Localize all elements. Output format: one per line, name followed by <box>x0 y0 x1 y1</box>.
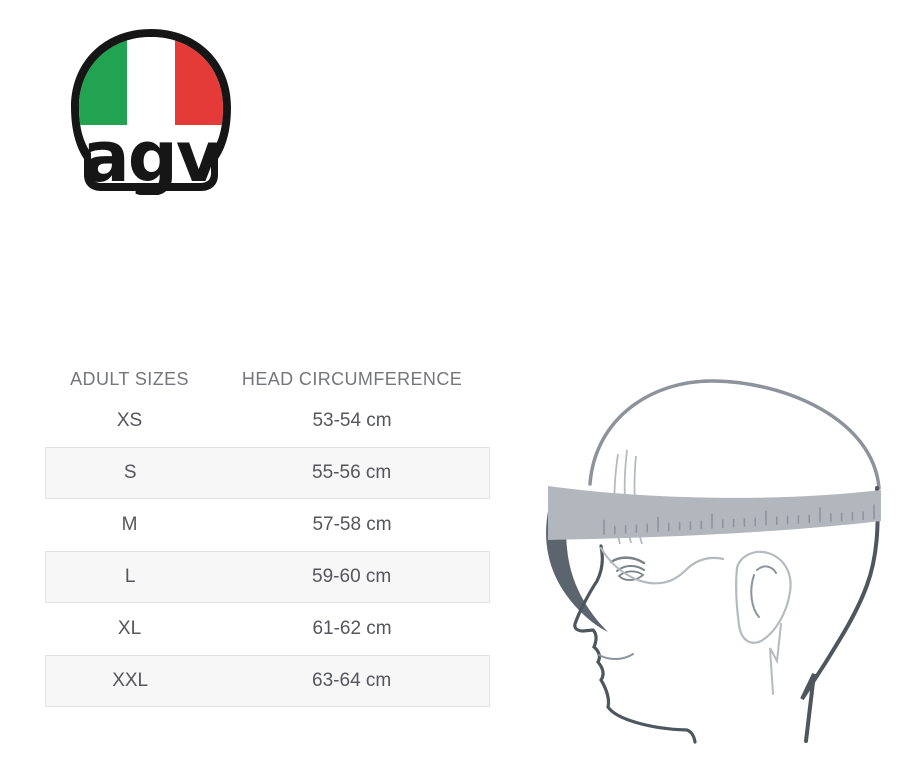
mouth-line <box>598 653 634 660</box>
head-measurement-illustration <box>546 379 881 744</box>
size-cell: XL <box>117 618 142 639</box>
hair-edge-behind-ear <box>769 623 782 695</box>
tape-tick-marks <box>603 504 875 535</box>
circumference-cell: 53-54 cm <box>312 410 392 431</box>
back-of-head-neck <box>800 486 880 743</box>
eyebrow <box>609 556 646 565</box>
size-row-s: S 55-56 cm <box>45 447 490 499</box>
ear-outline <box>735 550 792 644</box>
size-cell: S <box>123 462 137 483</box>
size-chart-table: ADULT SIZES HEAD CIRCUMFERENCE XS 53-54 … <box>45 354 490 707</box>
eye <box>616 565 645 581</box>
size-row-l: L 59-60 cm <box>45 551 490 603</box>
circumference-cell: 57-58 cm <box>312 514 392 535</box>
hairline-wave <box>599 546 725 585</box>
agv-brand-text: agv <box>83 116 221 195</box>
circumference-cell: 63-64 cm <box>312 670 392 691</box>
size-cell: M <box>121 514 138 535</box>
column-header-adult-sizes: ADULT SIZES <box>70 369 189 389</box>
size-row-m: M 57-58 cm <box>45 499 490 551</box>
circumference-cell: 55-56 cm <box>312 462 392 483</box>
size-row-xs: XS 53-54 cm <box>45 395 490 447</box>
measuring-tape-band <box>548 486 881 540</box>
size-row-xxl: XXL 63-64 cm <box>45 655 490 707</box>
size-cell: L <box>124 566 136 587</box>
size-row-xl: XL 61-62 cm <box>45 603 490 655</box>
skull-outline <box>588 379 881 490</box>
size-chart-header-row: ADULT SIZES HEAD CIRCUMFERENCE <box>45 354 490 395</box>
circumference-cell: 61-62 cm <box>312 618 392 639</box>
circumference-cell: 59-60 cm <box>312 566 392 587</box>
column-header-head-circumference: HEAD CIRCUMFERENCE <box>241 369 463 389</box>
flag-white-stripe <box>127 37 175 125</box>
size-cell: XXL <box>112 670 149 691</box>
face-profile-outline <box>573 544 697 744</box>
ear-inner-detail <box>750 565 777 618</box>
agv-logo: agv <box>71 29 231 195</box>
size-cell: XS <box>116 410 143 431</box>
